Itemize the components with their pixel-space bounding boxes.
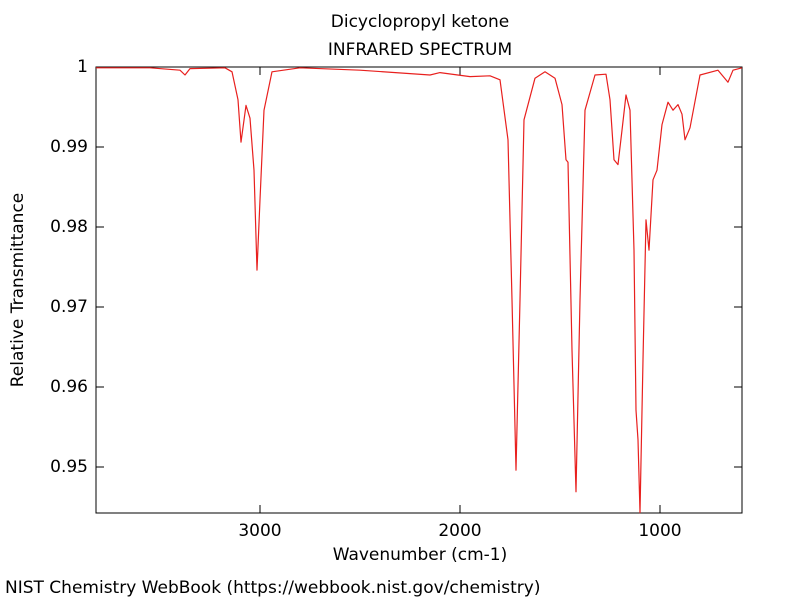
y-tick-label: 0.95 (50, 457, 88, 477)
y-tick-label: 1 (77, 57, 88, 77)
y-tick-label: 0.99 (50, 137, 88, 157)
y-tick-label: 0.97 (50, 297, 88, 317)
chart-subtitle: INFRARED SPECTRUM (328, 40, 512, 60)
x-tick-label: 2000 (438, 521, 481, 541)
x-axis-label: Wavenumber (cm-1) (333, 545, 508, 565)
x-tick-label: 3000 (238, 521, 281, 541)
y-axis-label: Relative Transmittance (8, 193, 28, 388)
x-tick-label: 1000 (638, 521, 681, 541)
plot-frame (95, 66, 743, 514)
credit: NIST Chemistry WebBook (https://webbook.… (5, 578, 540, 598)
y-tick-label: 0.98 (50, 217, 88, 237)
y-tick-label: 0.96 (50, 377, 88, 397)
spectrum-line (96, 67, 743, 514)
chart-title: Dicyclopropyl ketone (331, 12, 509, 32)
